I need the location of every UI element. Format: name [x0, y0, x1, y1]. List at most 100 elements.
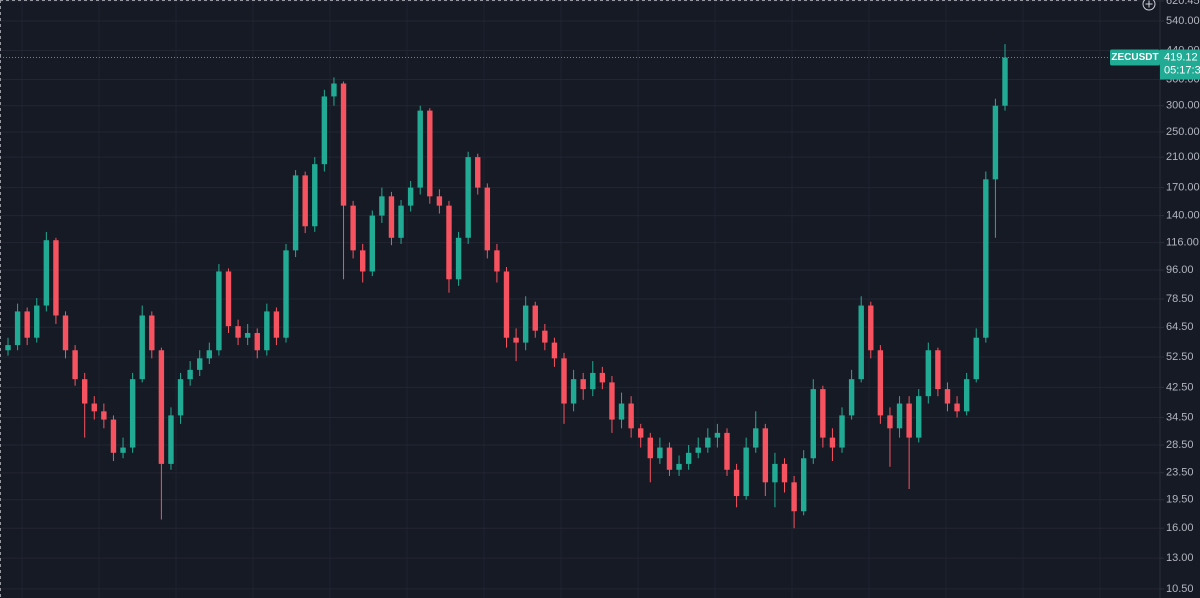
- candle-body: [43, 240, 50, 306]
- candle-body: [858, 305, 864, 380]
- y-tick-label: 10.50: [1166, 583, 1194, 595]
- candle-body: [254, 332, 260, 351]
- add-icon: [1145, 0, 1153, 8]
- candle-body: [475, 157, 481, 188]
- candle-body: [331, 83, 337, 97]
- candle-body: [944, 389, 951, 404]
- candle-body: [916, 396, 922, 438]
- candle-body: [724, 432, 730, 470]
- candle-body: [283, 250, 289, 338]
- y-tick-label: 300.00: [1166, 100, 1200, 112]
- y-tick-label: 116.00: [1166, 237, 1199, 249]
- candle-body: [829, 437, 836, 448]
- candle-body: [887, 415, 893, 429]
- candle-body: [273, 311, 280, 338]
- candle-body: [72, 350, 78, 380]
- candle-body: [791, 482, 797, 512]
- candle-body: [570, 379, 577, 404]
- candle-body: [676, 463, 682, 470]
- y-tick-label: 540.00: [1166, 15, 1200, 27]
- candle-body: [139, 315, 145, 380]
- candle-body: [465, 157, 471, 238]
- candle-body: [91, 403, 97, 412]
- candle-body: [244, 332, 251, 338]
- y-tick-label: 620.45: [1166, 0, 1200, 7]
- symbol-label: ZECUSDT: [1111, 52, 1158, 63]
- candle-body: [197, 358, 203, 370]
- candle-body: [149, 315, 155, 351]
- candle-body: [494, 250, 500, 272]
- candle-body: [743, 447, 749, 497]
- y-tick-label: 42.50: [1166, 381, 1194, 393]
- candle-body: [407, 187, 414, 206]
- y-tick-label: 250.00: [1166, 126, 1200, 138]
- candle-body: [551, 342, 558, 359]
- candle-body: [580, 379, 586, 390]
- y-tick-label: 78.50: [1166, 293, 1194, 305]
- candle-body: [168, 415, 174, 464]
- price-badge: [1160, 49, 1200, 80]
- candle-body: [647, 437, 653, 459]
- candle-body: [973, 337, 979, 380]
- candle-body: [206, 350, 213, 359]
- candle-body: [321, 96, 328, 165]
- candle-body: [427, 110, 433, 197]
- candle-body: [379, 196, 385, 216]
- candle-body: [62, 315, 69, 351]
- candle-body: [225, 271, 232, 327]
- last-price-label: 419.12: [1164, 51, 1198, 63]
- candle-body: [484, 187, 491, 251]
- candle-body: [590, 372, 596, 390]
- candle-body: [839, 415, 845, 448]
- candle-body: [110, 419, 117, 453]
- candle-body: [695, 447, 701, 453]
- candle-body: [618, 403, 625, 420]
- y-tick-label: 52.50: [1166, 351, 1194, 363]
- candle-body: [34, 305, 40, 338]
- candle-body: [781, 463, 788, 483]
- add-button[interactable]: [1142, 0, 1156, 11]
- candle-body: [369, 215, 375, 272]
- candle-body: [896, 403, 903, 429]
- candle-body: [5, 345, 11, 351]
- candle-body: [388, 196, 395, 238]
- candle-body: [177, 379, 184, 416]
- countdown-label: 05:17:37: [1164, 64, 1200, 76]
- candle-body: [877, 350, 884, 416]
- candle-body: [513, 337, 519, 343]
- y-tick-label: 19.50: [1166, 494, 1194, 506]
- symbol-badge: [1110, 49, 1160, 66]
- candle-body: [312, 164, 318, 227]
- y-tick-label: 170.00: [1166, 181, 1200, 193]
- candle-body: [935, 350, 941, 390]
- candle-body: [340, 83, 347, 206]
- candle-body: [800, 458, 807, 512]
- candle-body: [542, 330, 548, 343]
- candle-body: [120, 447, 126, 453]
- candle-body: [187, 369, 193, 380]
- candle-body: [53, 240, 59, 316]
- candle-body: [685, 452, 692, 464]
- candle-body: [1002, 57, 1008, 106]
- candle-body: [455, 237, 462, 280]
- candle-body: [714, 432, 721, 438]
- candle-body: [963, 379, 970, 412]
- candle-body: [216, 271, 222, 351]
- y-tick-label: 16.00: [1166, 522, 1194, 534]
- candle-body: [954, 403, 960, 412]
- candle-body: [24, 311, 30, 338]
- candle-body: [360, 250, 366, 272]
- candle-body: [705, 437, 711, 448]
- candle-body: [925, 350, 932, 397]
- candle-body: [532, 305, 538, 331]
- price-axis: 620.45540.00440.00360.00300.00250.00210.…: [1160, 0, 1200, 595]
- candle-body: [446, 205, 452, 280]
- candle-body: [868, 305, 874, 351]
- candle-body: [992, 105, 999, 180]
- candle-body: [609, 382, 615, 420]
- candle-body: [733, 469, 740, 497]
- candle-body: [810, 389, 816, 459]
- candle-body: [753, 428, 759, 448]
